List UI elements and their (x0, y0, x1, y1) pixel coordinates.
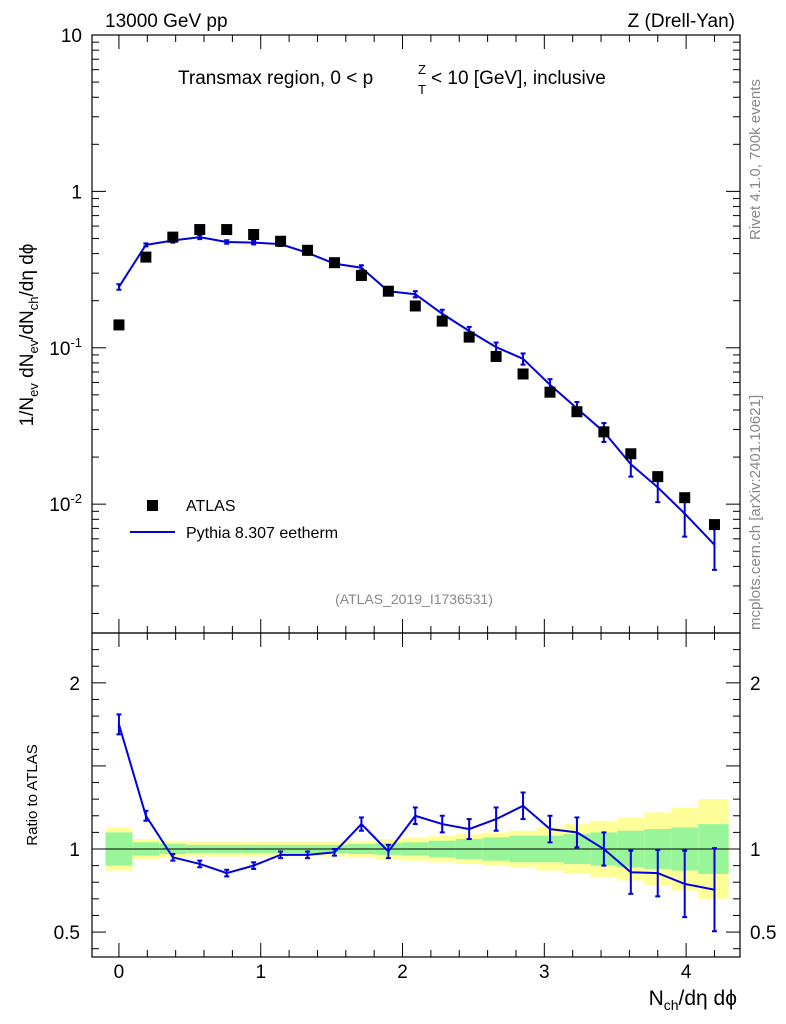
ratio-y-axis-label: Ratio to ATLAS (24, 744, 41, 845)
data-point (490, 350, 502, 362)
data-points (113, 224, 720, 531)
mcplots-label: mcplots.cern.ch [arXiv:2401.10621] (747, 395, 764, 630)
data-point (382, 285, 394, 297)
ratio-frame (91, 632, 741, 958)
data-point (113, 319, 125, 331)
ratio-tick-label-left: 0.5 (54, 923, 80, 944)
y-axis-label: 1/Nev dNev/dNch/dη dϕ (17, 244, 41, 427)
data-point (544, 386, 556, 398)
data-point (140, 251, 152, 263)
data-point (652, 471, 664, 483)
y-axis-label-text: 1/Nev dNev/dNch/dη dϕ (17, 244, 41, 427)
data-point (598, 426, 610, 438)
header-left: 13000 GeV pp (105, 11, 228, 32)
mc-curve-main (116, 234, 717, 571)
data-point (302, 244, 314, 256)
legend-marker-atlas (147, 500, 158, 511)
ratio-tick-label-right: 1 (750, 840, 761, 861)
ratio-tick-label-left: 1 (69, 840, 80, 861)
y-tick-label: 10-1 (49, 335, 82, 360)
plot-title-sup: Z (418, 62, 426, 77)
x-tick-label: 3 (539, 962, 550, 983)
header-right: Z (Drell-Yan) (628, 11, 735, 32)
analysis-id: (ATLAS_2019_I1736531) (335, 591, 493, 607)
panel-frames (91, 34, 741, 958)
plot-title-part1: Transmax region, 0 < p (178, 68, 373, 89)
x-tick-label: 4 (681, 962, 692, 983)
data-point (625, 448, 637, 460)
main-frame (91, 34, 741, 634)
data-point (194, 224, 206, 236)
data-point (275, 235, 287, 247)
legend: ATLAS Pythia 8.307 eetherm (130, 498, 338, 542)
mc-curve-ratio (116, 713, 717, 933)
x-tick-label: 0 (114, 962, 125, 983)
ratio-tick-label-left: 2 (69, 674, 80, 695)
rivet-label: Rivet 4.1.0, 700k events (747, 79, 764, 240)
data-point (167, 231, 179, 243)
data-point (436, 315, 448, 327)
plot-title: Transmax region, 0 < p Z T < 10 [GeV], i… (178, 62, 606, 97)
plot-title-sub: T (418, 82, 426, 97)
x-tick-label: 2 (397, 962, 408, 983)
x-tick-label: 1 (255, 962, 266, 983)
data-point (221, 224, 233, 236)
y-tick-label: 10 (61, 26, 82, 47)
data-point (708, 519, 720, 531)
y-tick-label: 1 (71, 182, 82, 203)
ratio-tick-label-right: 0.5 (750, 923, 776, 944)
data-point (517, 368, 529, 380)
legend-label-atlas: ATLAS (186, 498, 236, 515)
plot-title-part2: < 10 [GeV], inclusive (431, 68, 606, 89)
legend-label-mc: Pythia 8.307 eetherm (186, 525, 338, 542)
data-point (571, 406, 583, 418)
data-point (679, 492, 691, 504)
data-point (248, 229, 260, 241)
data-point (328, 257, 340, 269)
data-point (463, 331, 475, 343)
y-tick-label: 10-2 (49, 491, 82, 516)
data-point (355, 269, 367, 281)
data-point (409, 300, 421, 312)
x-axis-label: Nch/dη dϕ (649, 987, 737, 1013)
ratio-tick-label-right: 2 (750, 674, 761, 695)
